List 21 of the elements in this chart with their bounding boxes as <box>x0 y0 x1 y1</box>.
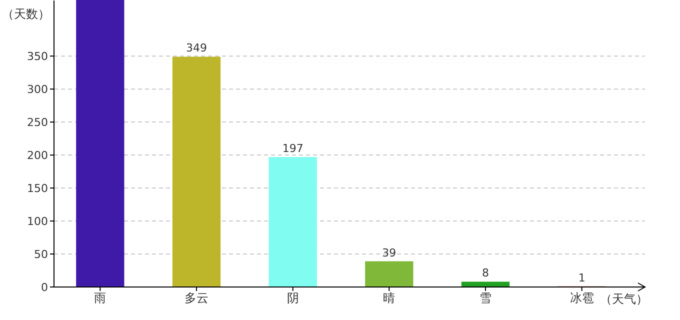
y-tick-label: 100 <box>27 215 48 228</box>
data-label: 39 <box>382 246 396 260</box>
data-label: 349 <box>186 42 207 55</box>
x-tick-label: 阴 <box>286 291 299 305</box>
x-tick-label: 晴 <box>383 291 396 305</box>
y-tick-label: 50 <box>34 248 48 262</box>
x-axis-title: （天气） <box>600 292 648 306</box>
y-tick-label: 150 <box>27 182 48 196</box>
x-tick-label: 雨 <box>94 291 106 305</box>
y-tick-label: 200 <box>27 149 48 162</box>
data-label: 197 <box>282 142 304 156</box>
x-tick-label: 冰雹 <box>570 291 594 305</box>
data-label: 1 <box>578 271 586 284</box>
data-label: 8 <box>482 266 489 280</box>
y-tick-label: 0 <box>41 281 48 294</box>
x-tick-label: 雪 <box>480 291 492 305</box>
y-tick-label: 250 <box>27 116 48 130</box>
y-tick-label: 300 <box>27 83 48 96</box>
y-axis-title: （天数） <box>2 7 50 21</box>
y-tick-label: 350 <box>27 50 48 64</box>
x-tick-label: 多云 <box>184 291 208 305</box>
